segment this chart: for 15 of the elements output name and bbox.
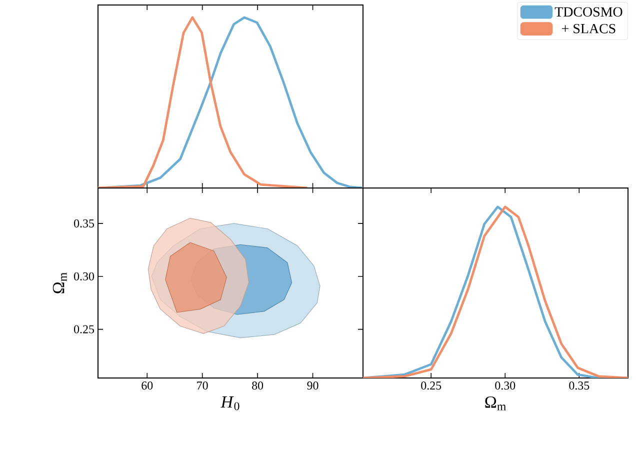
- x-tick-label: 60: [142, 382, 153, 390]
- x-tick-label: 0.25: [421, 382, 442, 390]
- y-tick-label: 0.30: [74, 272, 94, 280]
- y-tick-label: 0.35: [74, 219, 94, 228]
- x-tick-label: 90: [307, 382, 318, 390]
- legend-label: TDCOSMO: [554, 7, 622, 17]
- y-tick-label: 0.25: [74, 325, 94, 334]
- x-tick-label: 80: [252, 382, 264, 390]
- x-tick-label: 0.30: [495, 382, 516, 390]
- x-tick-label: 70: [197, 382, 208, 390]
- y-axis-title: Ω$_{m}$: [52, 272, 67, 294]
- x-tick-label: 0.35: [569, 382, 590, 390]
- legend-label: + SLACS: [562, 24, 616, 34]
- x-axis-title: H$_{0}$: [220, 396, 240, 410]
- x-axis-title: Ω$_{m}$: [485, 396, 506, 410]
